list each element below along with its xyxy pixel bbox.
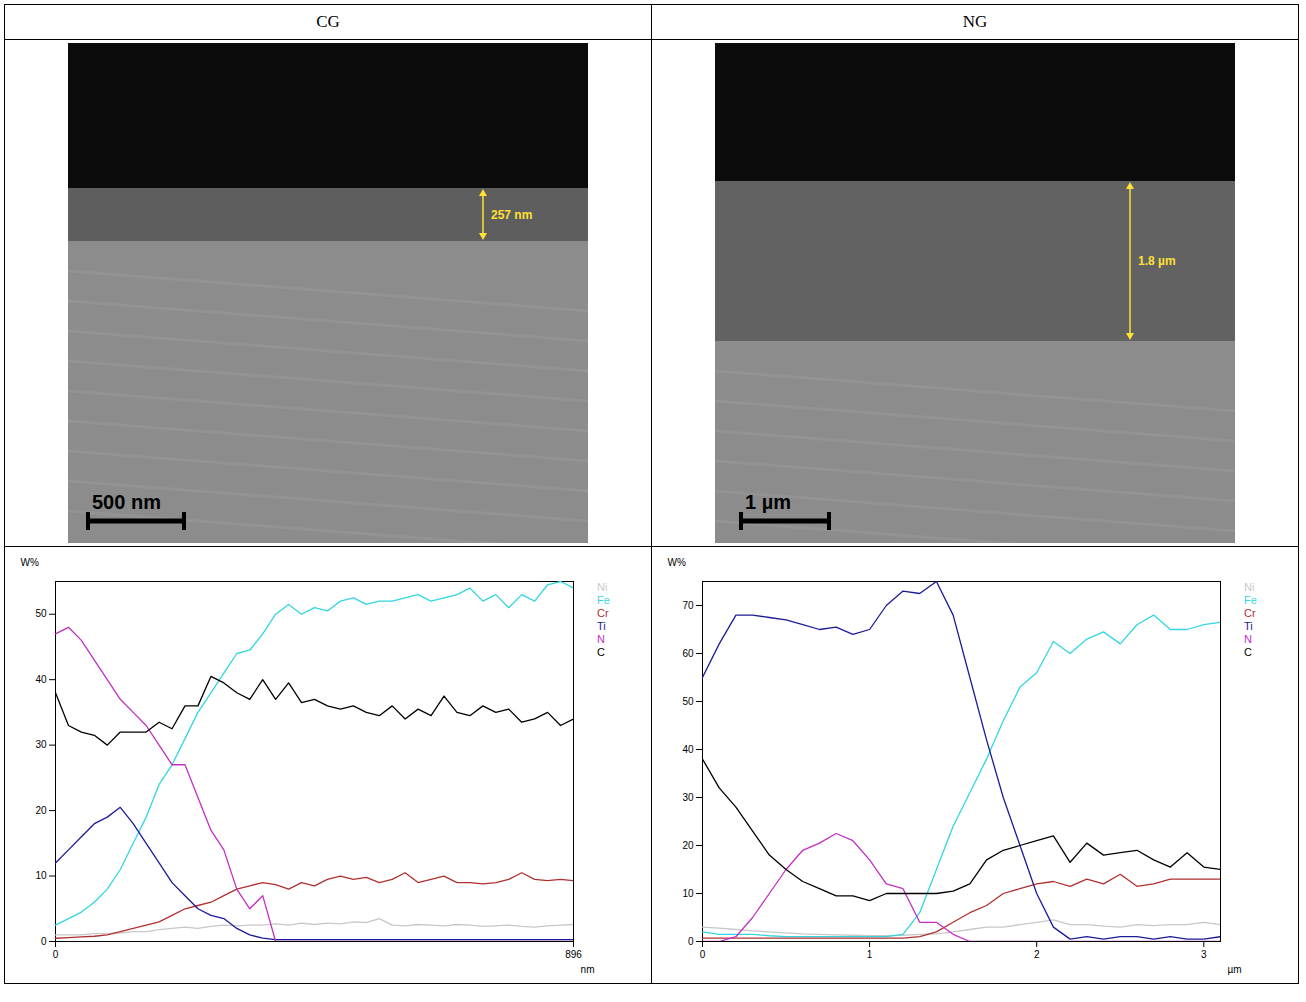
svg-text:40: 40 — [682, 744, 694, 755]
svg-text:2: 2 — [1034, 949, 1040, 960]
svg-text:µm: µm — [1227, 964, 1241, 975]
svg-text:1 µm: 1 µm — [745, 491, 791, 513]
html-text:CG: CG — [316, 12, 340, 31]
svg-text:30: 30 — [35, 739, 47, 750]
html-text:NG: NG — [962, 12, 988, 31]
svg-text:896: 896 — [565, 949, 582, 960]
svg-text:50: 50 — [35, 608, 47, 619]
svg-text:10: 10 — [682, 888, 694, 899]
html-text:C: C — [597, 646, 605, 658]
html-text:Cr: Cr — [597, 607, 609, 619]
svg-text:500 nm: 500 nm — [92, 491, 161, 513]
html-text:N: N — [1244, 633, 1252, 645]
html-text:Ti: Ti — [1244, 620, 1253, 632]
svg-text:30: 30 — [682, 792, 694, 803]
svg-text:40: 40 — [35, 674, 47, 685]
svg-text:W%: W% — [668, 557, 686, 568]
html-text:Fe: Fe — [1244, 594, 1257, 606]
svg-text:1: 1 — [867, 949, 873, 960]
svg-text:1.8 µm: 1.8 µm — [1138, 254, 1176, 268]
html-text:Ti: Ti — [597, 620, 606, 632]
html-text:Cr: Cr — [1244, 607, 1256, 619]
svg-text:3: 3 — [1201, 949, 1207, 960]
html-text:Ni: Ni — [1244, 581, 1255, 593]
svg-text:50: 50 — [682, 696, 694, 707]
svg-text:20: 20 — [682, 840, 694, 851]
svg-text:60: 60 — [682, 648, 694, 659]
svg-text:20: 20 — [35, 805, 47, 816]
svg-text:0: 0 — [41, 936, 47, 947]
svg-text:0: 0 — [700, 949, 706, 960]
html-text:Fe: Fe — [597, 594, 610, 606]
svg-text:W%: W% — [21, 557, 39, 568]
html-text:C: C — [1244, 646, 1252, 658]
html-text:N: N — [597, 633, 605, 645]
svg-text:257 nm: 257 nm — [491, 208, 532, 222]
svg-text:10: 10 — [35, 870, 47, 881]
html-text:Ni: Ni — [597, 581, 608, 593]
svg-text:nm: nm — [581, 964, 595, 975]
svg-text:70: 70 — [682, 600, 694, 611]
svg-text:0: 0 — [53, 949, 59, 960]
svg-text:0: 0 — [688, 936, 694, 947]
